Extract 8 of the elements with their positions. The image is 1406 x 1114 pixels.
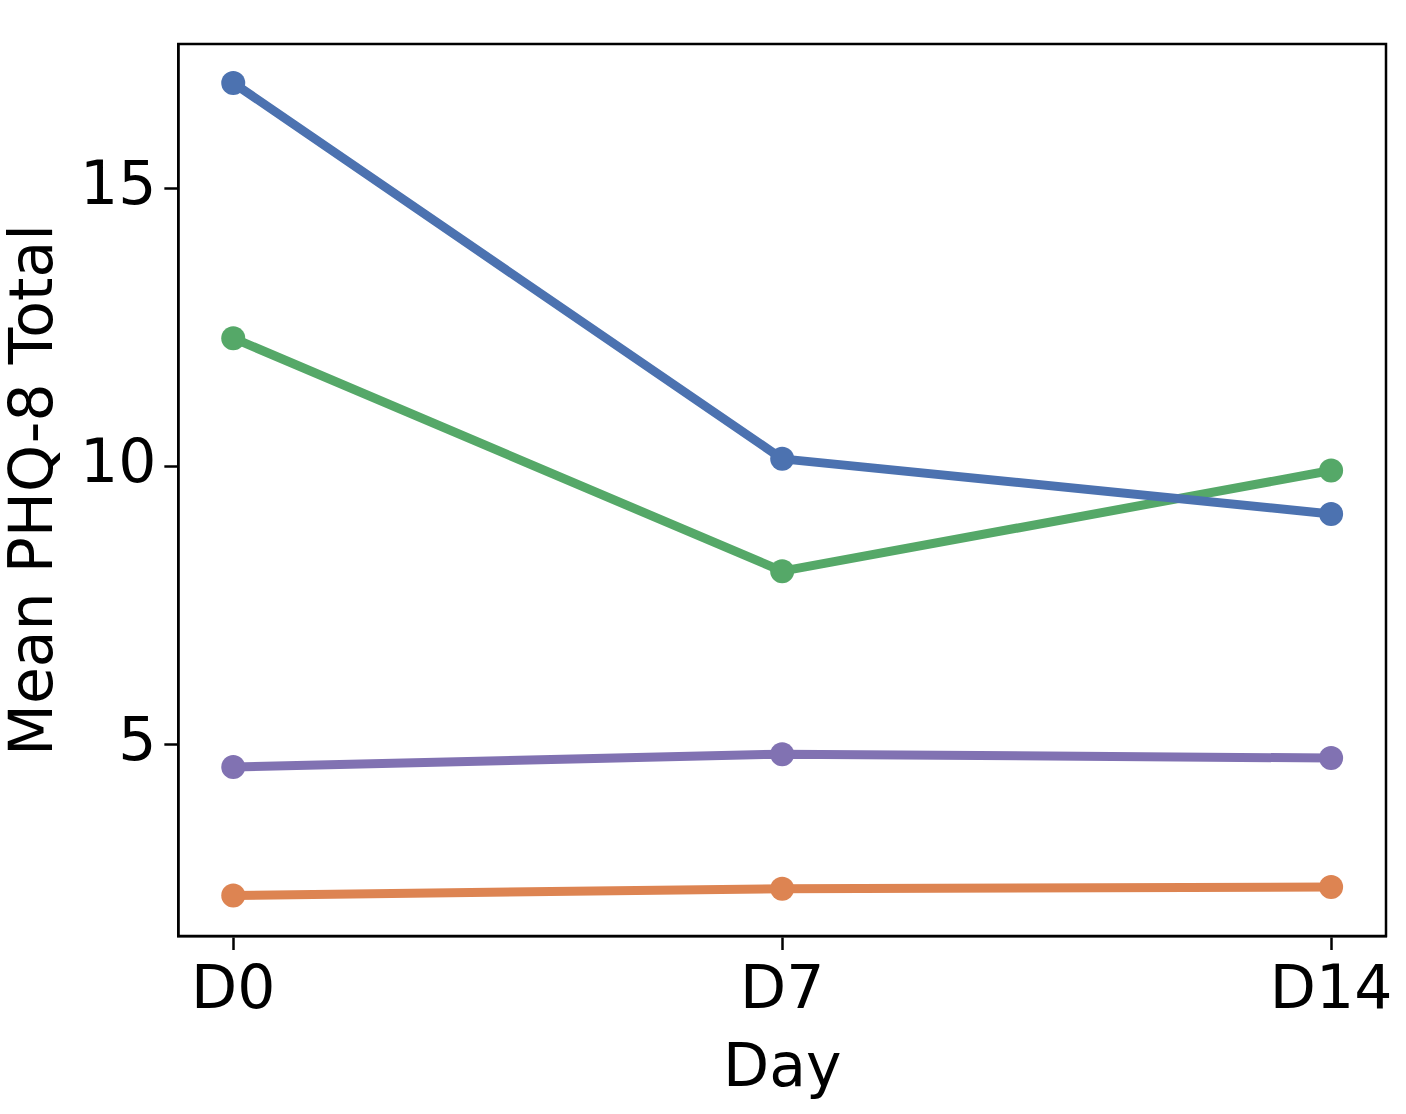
x-tick-label: D7 bbox=[739, 951, 825, 1022]
x-axis-title: Day bbox=[722, 1029, 842, 1100]
y-tick-label: 15 bbox=[79, 148, 157, 219]
x-tick-label: D0 bbox=[191, 951, 276, 1022]
y-tick-label: 5 bbox=[118, 704, 157, 775]
y-tick-label: 10 bbox=[79, 426, 157, 497]
y-axis-title: Mean PHQ-8 Total bbox=[0, 224, 66, 756]
x-tick-label: D14 bbox=[1269, 951, 1393, 1022]
